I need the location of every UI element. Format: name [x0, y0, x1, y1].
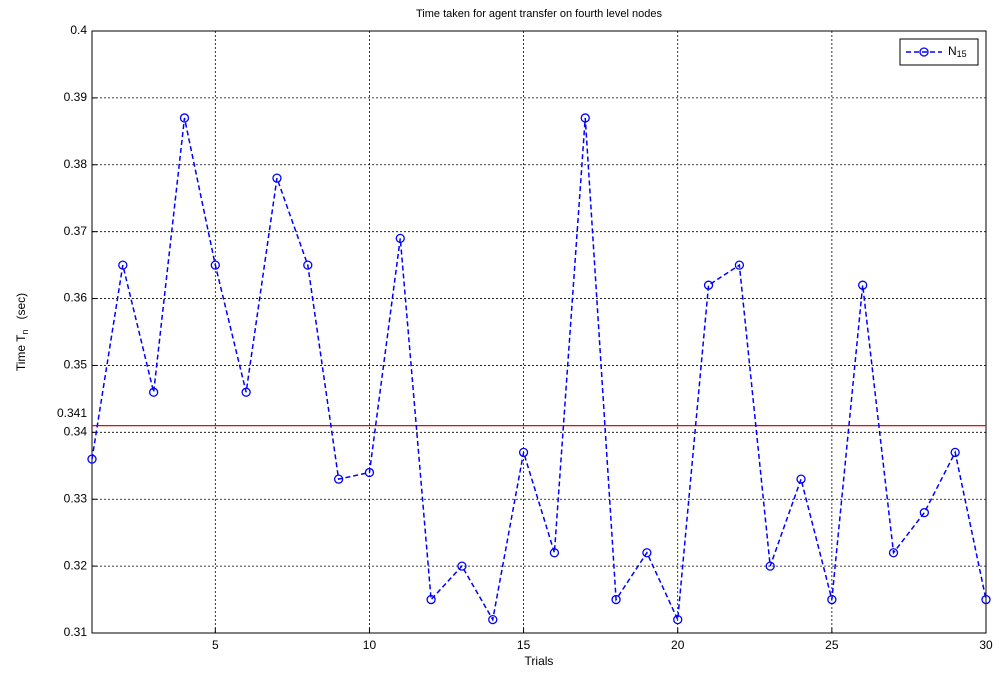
data-point — [858, 280, 868, 290]
data-point — [364, 467, 375, 478]
data-point — [827, 594, 837, 605]
x-tick-label: 10 — [363, 638, 377, 652]
data-point — [118, 260, 128, 270]
y-axis-label: Time Tn(sec) — [14, 293, 30, 371]
y-tick-label: 0.37 — [64, 224, 88, 238]
y-tick-label: 0.39 — [64, 90, 88, 104]
x-axis-label: Trials — [525, 654, 554, 668]
mean-label: 0.341 — [57, 406, 87, 420]
data-point — [673, 614, 683, 625]
data-point — [919, 507, 929, 518]
legend-label: N15 — [948, 44, 967, 59]
data-point — [518, 447, 529, 458]
data-point — [703, 280, 714, 290]
legend-subscript: 15 — [957, 49, 967, 59]
data-point — [888, 548, 899, 558]
x-tick-label: 25 — [825, 638, 839, 652]
y-tick-label: 0.38 — [64, 157, 88, 171]
x-tick-label: 15 — [517, 638, 531, 652]
legend-marker — [919, 47, 929, 57]
data-point — [395, 233, 405, 244]
data-point — [981, 594, 991, 605]
data-point — [950, 447, 960, 458]
data-point — [796, 474, 806, 484]
y-tick-label: 0.32 — [64, 558, 88, 572]
data-point — [333, 474, 344, 484]
data-point — [241, 387, 251, 397]
legend-name: N — [948, 44, 957, 58]
y-tick-label: 0.36 — [64, 291, 88, 305]
y-tick-label: 0.31 — [64, 625, 88, 639]
data-point — [549, 548, 560, 558]
data-point — [457, 561, 467, 571]
chart-title: Time taken for agent transfer on fourth … — [416, 8, 663, 20]
y-tick-label: 0.34 — [64, 425, 88, 439]
x-tick-label: 30 — [979, 638, 993, 652]
data-point — [303, 260, 313, 270]
data-point — [426, 594, 436, 605]
x-tick-label: 5 — [212, 638, 219, 652]
data-point — [149, 387, 159, 397]
y-axis-label-text: Time Tn(sec) — [14, 293, 30, 371]
data-point — [765, 561, 775, 571]
x-tick-label: 20 — [671, 638, 685, 652]
data-line — [91, 117, 987, 623]
data-point — [734, 260, 745, 270]
y-tick-label: 0.35 — [64, 358, 88, 372]
y-tick-label: 0.4 — [70, 23, 87, 37]
data-point — [210, 260, 220, 270]
data-point — [580, 113, 590, 123]
data-point — [488, 614, 498, 625]
data-point — [272, 173, 282, 183]
data-point — [611, 594, 621, 605]
y-tick-label: 0.33 — [64, 491, 88, 505]
plot-frame — [91, 30, 987, 634]
data-point — [642, 548, 652, 558]
data-point — [87, 454, 97, 464]
data-point — [179, 113, 190, 123]
